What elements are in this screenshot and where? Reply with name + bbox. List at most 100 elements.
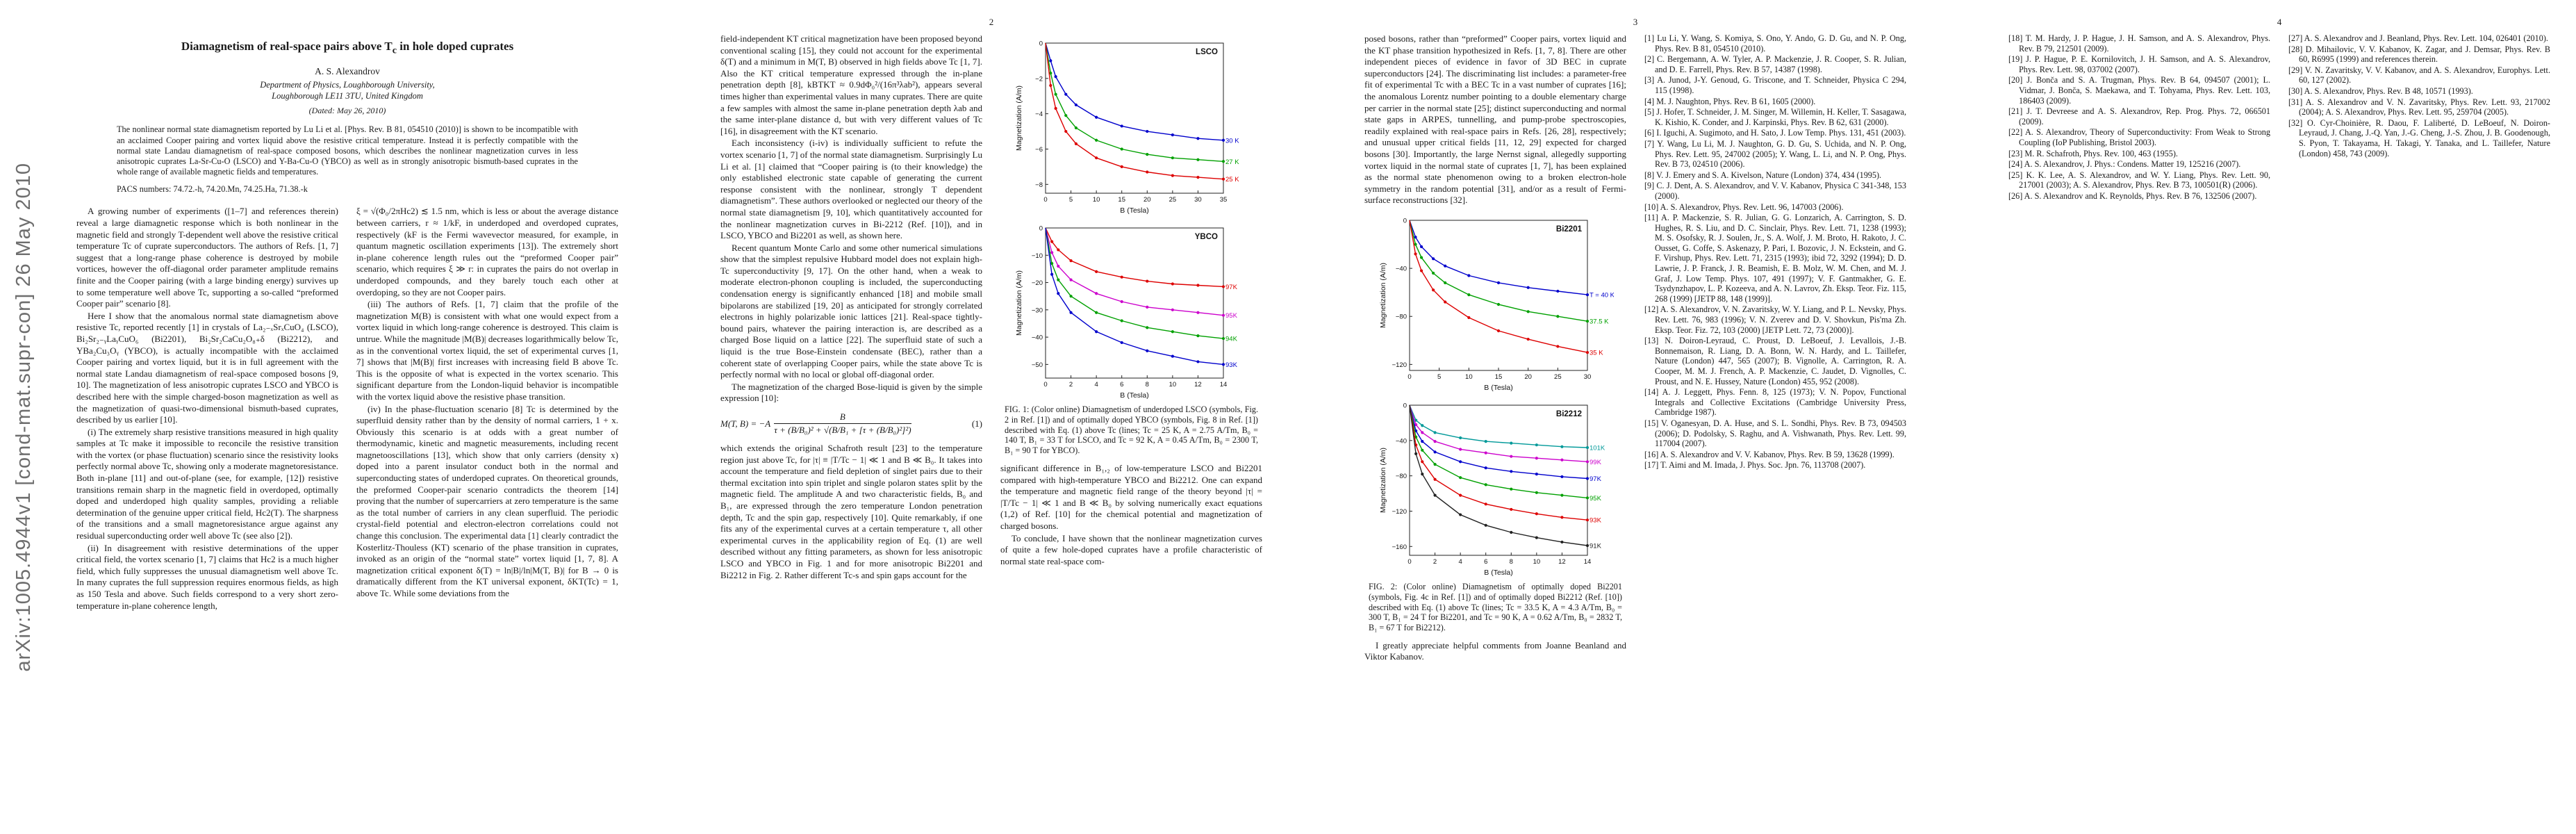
svg-text:B (Tesla): B (Tesla): [1120, 391, 1148, 400]
arxiv-watermark: arXiv:1005.4944v1 [cond-mat.supr-con] 26…: [6, 0, 42, 834]
svg-text:−10: −10: [1031, 252, 1042, 260]
body-paragraph: ξ = √(Φ₀/2πHc2) ≲ 1.5 nm, which is less …: [356, 206, 618, 297]
reference-item: [8] V. J. Emery and S. A. Kivelson, Natu…: [1644, 170, 1882, 180]
page-3: 3 posed bosons, rather than “preformed” …: [1339, 0, 1931, 834]
dated-line: (Dated: May 26, 2010): [308, 106, 386, 116]
svg-text:14: 14: [1219, 381, 1227, 389]
svg-text:93K: 93K: [1225, 361, 1238, 369]
body-paragraph: Here I show that the anomalous normal st…: [76, 310, 338, 425]
svg-text:37.5 K: 37.5 K: [1590, 318, 1609, 326]
reference-item: [19] J. P. Hague, P. E. Kornilovitch, J.…: [2008, 54, 2270, 74]
page-4: 4 [18] T. M. Hardy, J. P. Hague, J. H. S…: [1983, 0, 2575, 834]
page2-column-right: 0 5 10 15 20 25 30 35 0 −2 −4 −6 −8 B (Tesla) Magnetiz…: [1000, 33, 1262, 581]
svg-text:15: 15: [1118, 196, 1125, 204]
svg-text:YBCO: YBCO: [1194, 233, 1217, 241]
svg-text:−20: −20: [1031, 279, 1042, 287]
reference-item: [6] I. Iguchi, A. Sugimoto, and H. Sato,…: [1644, 128, 1906, 138]
svg-text:99K: 99K: [1590, 459, 1602, 466]
reference-item: [7] Y. Wang, Lu Li, M. J. Naughton, G. D…: [1644, 138, 1906, 170]
reference-item: [10] A. S. Alexandrov, Phys. Rev. Lett. …: [1644, 202, 1844, 212]
abstract: The nonlinear normal state diamagnetism …: [117, 124, 578, 177]
svg-text:0: 0: [1043, 381, 1047, 389]
svg-text:2: 2: [1433, 558, 1436, 566]
reference-item: [3] A. Junod, J-Y. Genoud, G. Triscone, …: [1644, 75, 1906, 95]
figure-2-bi2212-panel: 0 2 4 6 8 10 12 14 0 −40 −80 −120 −160 B (Tesla) Magne…: [1379, 402, 1605, 577]
svg-text:T = 40 K: T = 40 K: [1590, 292, 1614, 300]
body-paragraph: (ii) In disagreement with resistive dete…: [76, 542, 338, 611]
svg-text:B (Tesla): B (Tesla): [1120, 206, 1148, 215]
svg-text:10: 10: [1533, 558, 1540, 566]
svg-text:25: 25: [1554, 373, 1562, 381]
svg-text:0: 0: [1043, 196, 1047, 204]
figure-2-bi2201-panel: 0 5 10 15 20 25 30 0 −40 −80 −120 B (Tesla) Magnetiz…: [1379, 217, 1614, 392]
page1-column-left: A growing number of experiments ([1–7] a…: [76, 206, 338, 612]
page-number: 3: [1633, 17, 1638, 27]
svg-text:0: 0: [1403, 217, 1406, 224]
svg-text:95K: 95K: [1225, 312, 1238, 320]
svg-text:27 K: 27 K: [1225, 158, 1239, 166]
svg-text:Bi2201: Bi2201: [1555, 225, 1582, 234]
svg-text:91K: 91K: [1590, 542, 1602, 550]
reference-item: [28] D. Mihailovic, V. V. Kabanov, K. Za…: [2288, 44, 2550, 65]
reference-item: [9] C. J. Dent, A. S. Alexandrov, and V.…: [1644, 181, 1906, 201]
reference-item: [27] A. S. Alexandrov and J. Beanland, P…: [2288, 33, 2548, 43]
page4-columns: [18] T. M. Hardy, J. P. Hague, J. H. Sam…: [2008, 33, 2550, 202]
body-paragraph: The magnetization of the charged Bose-li…: [720, 381, 982, 404]
svg-text:B (Tesla): B (Tesla): [1484, 384, 1512, 392]
reference-item: [11] A. P. Mackenzie, S. R. Julian, G. G…: [1644, 213, 1906, 304]
reference-item: [30] A. S. Alexandrov, Phys. Rev. B 48, …: [2288, 85, 2473, 96]
svg-text:−2: −2: [1035, 75, 1043, 83]
page1-column-right: ξ = √(Φ₀/2πHc2) ≲ 1.5 nm, which is less …: [356, 206, 618, 612]
body-paragraph: (iv) In the phase-fluctuation scenario […: [356, 403, 618, 599]
figure-1-lsco-panel: 0 5 10 15 20 25 30 35 0 −2 −4 −6 −8 B (Tesla) Magnetiz…: [1015, 40, 1239, 215]
svg-text:2: 2: [1068, 381, 1072, 389]
svg-text:30 K: 30 K: [1225, 137, 1239, 145]
reference-item: [5] J. Hofer, T. Schneider, J. M. Singer…: [1644, 107, 1906, 127]
svg-text:93K: 93K: [1590, 517, 1602, 525]
svg-text:LSCO: LSCO: [1196, 48, 1218, 56]
svg-text:Bi2212: Bi2212: [1555, 410, 1581, 418]
page2-column-left: field-independent KT critical magnetizat…: [720, 33, 982, 581]
page2-columns: field-independent KT critical magnetizat…: [720, 33, 1262, 581]
svg-text:35: 35: [1219, 196, 1227, 204]
page1-columns: A growing number of experiments ([1–7] a…: [76, 206, 618, 612]
body-paragraph: significant difference in B₁,₂ of low-te…: [1000, 462, 1262, 531]
body-paragraph: To conclude, I have shown that the nonli…: [1000, 532, 1262, 566]
svg-text:0: 0: [1403, 402, 1406, 409]
equation-1-lhs: M(T, B) = −A: [720, 418, 771, 429]
reference-item: [24] A. S. Alexandrov, J. Phys.: Condens…: [2008, 159, 2241, 170]
svg-text:Magnetization (A/m): Magnetization (A/m): [1379, 448, 1387, 513]
page-2: 2 field-independent KT critical magnetiz…: [695, 0, 1287, 834]
svg-text:Magnetization (A/m): Magnetization (A/m): [1379, 263, 1387, 328]
svg-text:95K: 95K: [1590, 495, 1602, 502]
reference-item: [1] Lu Li, Y. Wang, S. Komiya, S. Ono, Y…: [1644, 33, 1906, 54]
svg-text:15: 15: [1494, 373, 1502, 381]
svg-text:−120: −120: [1392, 361, 1406, 369]
svg-text:30: 30: [1194, 196, 1202, 204]
svg-text:Magnetization (A/m): Magnetization (A/m): [1015, 85, 1023, 151]
svg-text:10: 10: [1092, 196, 1100, 204]
svg-text:30: 30: [1583, 373, 1591, 381]
svg-text:B (Tesla): B (Tesla): [1484, 569, 1512, 577]
equation-1-number: (1): [971, 418, 982, 429]
svg-text:25 K: 25 K: [1225, 176, 1239, 183]
body-paragraph: (iii) The authors of Refs. [1, 7] claim …: [356, 299, 618, 402]
svg-text:20: 20: [1143, 196, 1150, 204]
body-paragraph: posed bosons, rather than “preformed” Co…: [1364, 33, 1626, 206]
acknowledgment: I greatly appreciate helpful comments fr…: [1364, 639, 1626, 662]
page-number: 2: [989, 17, 994, 27]
svg-text:12: 12: [1194, 381, 1202, 389]
affiliation-line1: Department of Physics, Loughborough Univ…: [260, 80, 435, 90]
reference-item: [23] M. R. Schafroth, Phys. Rev. 100, 46…: [2008, 148, 2178, 158]
arxiv-watermark-text: arXiv:1005.4944v1 [cond-mat.supr-con] 26…: [12, 162, 35, 672]
svg-text:−6: −6: [1035, 146, 1043, 154]
reference-item: [17] T. Aimi and M. Imada, J. Phys. Soc.…: [1644, 460, 1866, 471]
svg-text:−40: −40: [1395, 437, 1406, 445]
reference-item: [16] A. S. Alexandrov and V. V. Kabanov,…: [1644, 449, 1894, 459]
body-paragraph: (i) The extremely sharp resistive transi…: [76, 426, 338, 541]
svg-text:Magnetization (A/m): Magnetization (A/m): [1015, 270, 1023, 336]
svg-text:94K: 94K: [1225, 336, 1238, 343]
svg-text:−40: −40: [1395, 265, 1406, 273]
